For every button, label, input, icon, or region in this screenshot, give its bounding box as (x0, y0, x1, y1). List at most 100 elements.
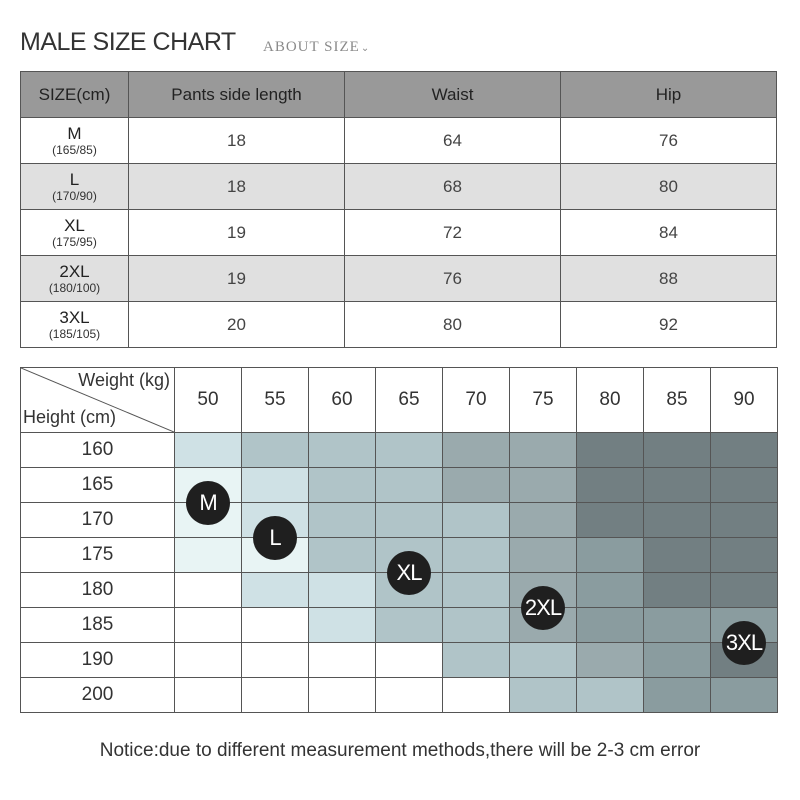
grid-cell (576, 467, 644, 503)
grid-cell (442, 677, 510, 713)
size-cell: 2XL (180/100) (20, 255, 129, 302)
height-label-185: 185 (20, 607, 175, 643)
diagonal-divider (21, 368, 174, 432)
grid-cell (174, 537, 242, 573)
grid-cell (241, 642, 309, 678)
grid-cell (442, 642, 510, 678)
grid-cell (643, 572, 711, 608)
waist-cell: 64 (344, 117, 561, 164)
weight-header-85: 85 (643, 367, 711, 433)
weight-header-80: 80 (576, 367, 644, 433)
grid-cell (509, 502, 577, 538)
grid-cell (241, 432, 309, 468)
grid-cell (643, 677, 711, 713)
chevron-down-icon: ⌄ (360, 43, 371, 54)
pants-length-cell: 18 (128, 163, 345, 210)
size-badge-m: M (186, 480, 230, 525)
grid-row-180: 180 (20, 572, 778, 608)
grid-cell (509, 432, 577, 468)
grid-cell (174, 572, 242, 608)
grid-row-200: 200 (20, 677, 778, 713)
grid-cell (308, 572, 376, 608)
height-label-190: 190 (20, 642, 175, 678)
grid-cell (710, 537, 778, 573)
grid-cell (308, 467, 376, 503)
grid-cell (576, 607, 644, 643)
weight-height-size-grid: Weight (kg) Height (cm) 50 55 60 65 70 75 80 85… (20, 367, 778, 713)
table-header-row: SIZE(cm) Pants side length Waist Hip (20, 71, 777, 118)
size-spec: (165/85) (52, 142, 97, 157)
size-spec: (185/105) (48, 326, 101, 341)
pants-length-cell: 18 (128, 117, 345, 164)
header-pants-side-length: Pants side length (128, 71, 345, 118)
height-label-180: 180 (20, 572, 175, 608)
size-name: L (69, 169, 80, 189)
waist-cell: 76 (344, 255, 561, 302)
size-name: 3XL (59, 307, 90, 327)
grid-cell (710, 467, 778, 503)
grid-cell (308, 677, 376, 713)
weight-header-90: 90 (710, 367, 778, 433)
grid-cell (442, 467, 510, 503)
page-title: MALE SIZE CHART (20, 28, 236, 56)
size-measurement-table: SIZE(cm) Pants side length Waist Hip M (1… (20, 71, 777, 348)
height-label-165: 165 (20, 467, 175, 503)
about-size-text: ABOUT SIZE (263, 39, 360, 55)
grid-cell (442, 572, 510, 608)
grid-cell (710, 572, 778, 608)
weight-header-50: 50 (174, 367, 242, 433)
size-name: 2XL (59, 261, 90, 281)
grid-cell (576, 537, 644, 573)
grid-row-165: 165 (20, 467, 778, 503)
grid-cell (241, 607, 309, 643)
grid-cell (643, 467, 711, 503)
grid-cell (576, 502, 644, 538)
grid-cell (643, 537, 711, 573)
grid-cell (643, 642, 711, 678)
weight-header-75: 75 (509, 367, 577, 433)
size-badge-xl: XL (387, 550, 431, 595)
weight-header-65: 65 (375, 367, 443, 433)
weight-axis-label: Weight (kg) (78, 370, 170, 390)
size-spec: (170/90) (52, 188, 97, 203)
table-row: L (170/90) 18 68 80 (20, 163, 777, 210)
height-label-170: 170 (20, 502, 175, 538)
grid-cell (308, 537, 376, 573)
grid-cell (442, 607, 510, 643)
grid-cell (308, 502, 376, 538)
grid-cell (509, 467, 577, 503)
grid-cell (509, 677, 577, 713)
size-badge-3xl: 3XL (722, 620, 766, 665)
grid-cell (241, 677, 309, 713)
weight-header-55: 55 (241, 367, 309, 433)
hip-cell: 84 (560, 209, 777, 256)
grid-cell (308, 432, 376, 468)
header-waist: Waist (344, 71, 561, 118)
measurement-notice: Notice:due to different measurement meth… (99, 740, 701, 761)
hip-cell: 92 (560, 301, 777, 348)
grid-cell (710, 677, 778, 713)
grid-cell (576, 642, 644, 678)
hip-cell: 76 (560, 117, 777, 164)
grid-cell (174, 432, 242, 468)
grid-cell (442, 537, 510, 573)
height-label-160: 160 (20, 432, 175, 468)
header-hip: Hip (560, 71, 777, 118)
grid-cell (710, 432, 778, 468)
grid-cell (174, 677, 242, 713)
grid-cell (375, 607, 443, 643)
grid-cell (442, 432, 510, 468)
pants-length-cell: 19 (128, 255, 345, 302)
grid-row-160: 160 (20, 432, 778, 468)
grid-cell (643, 432, 711, 468)
grid-cell (576, 432, 644, 468)
waist-cell: 72 (344, 209, 561, 256)
size-name: M (67, 123, 82, 143)
grid-cell (643, 502, 711, 538)
header-size: SIZE(cm) (20, 71, 129, 118)
table-row: 3XL (185/105) 20 80 92 (20, 301, 777, 348)
grid-cell (576, 677, 644, 713)
grid-cell (375, 677, 443, 713)
weight-header-70: 70 (442, 367, 510, 433)
waist-cell: 80 (344, 301, 561, 348)
